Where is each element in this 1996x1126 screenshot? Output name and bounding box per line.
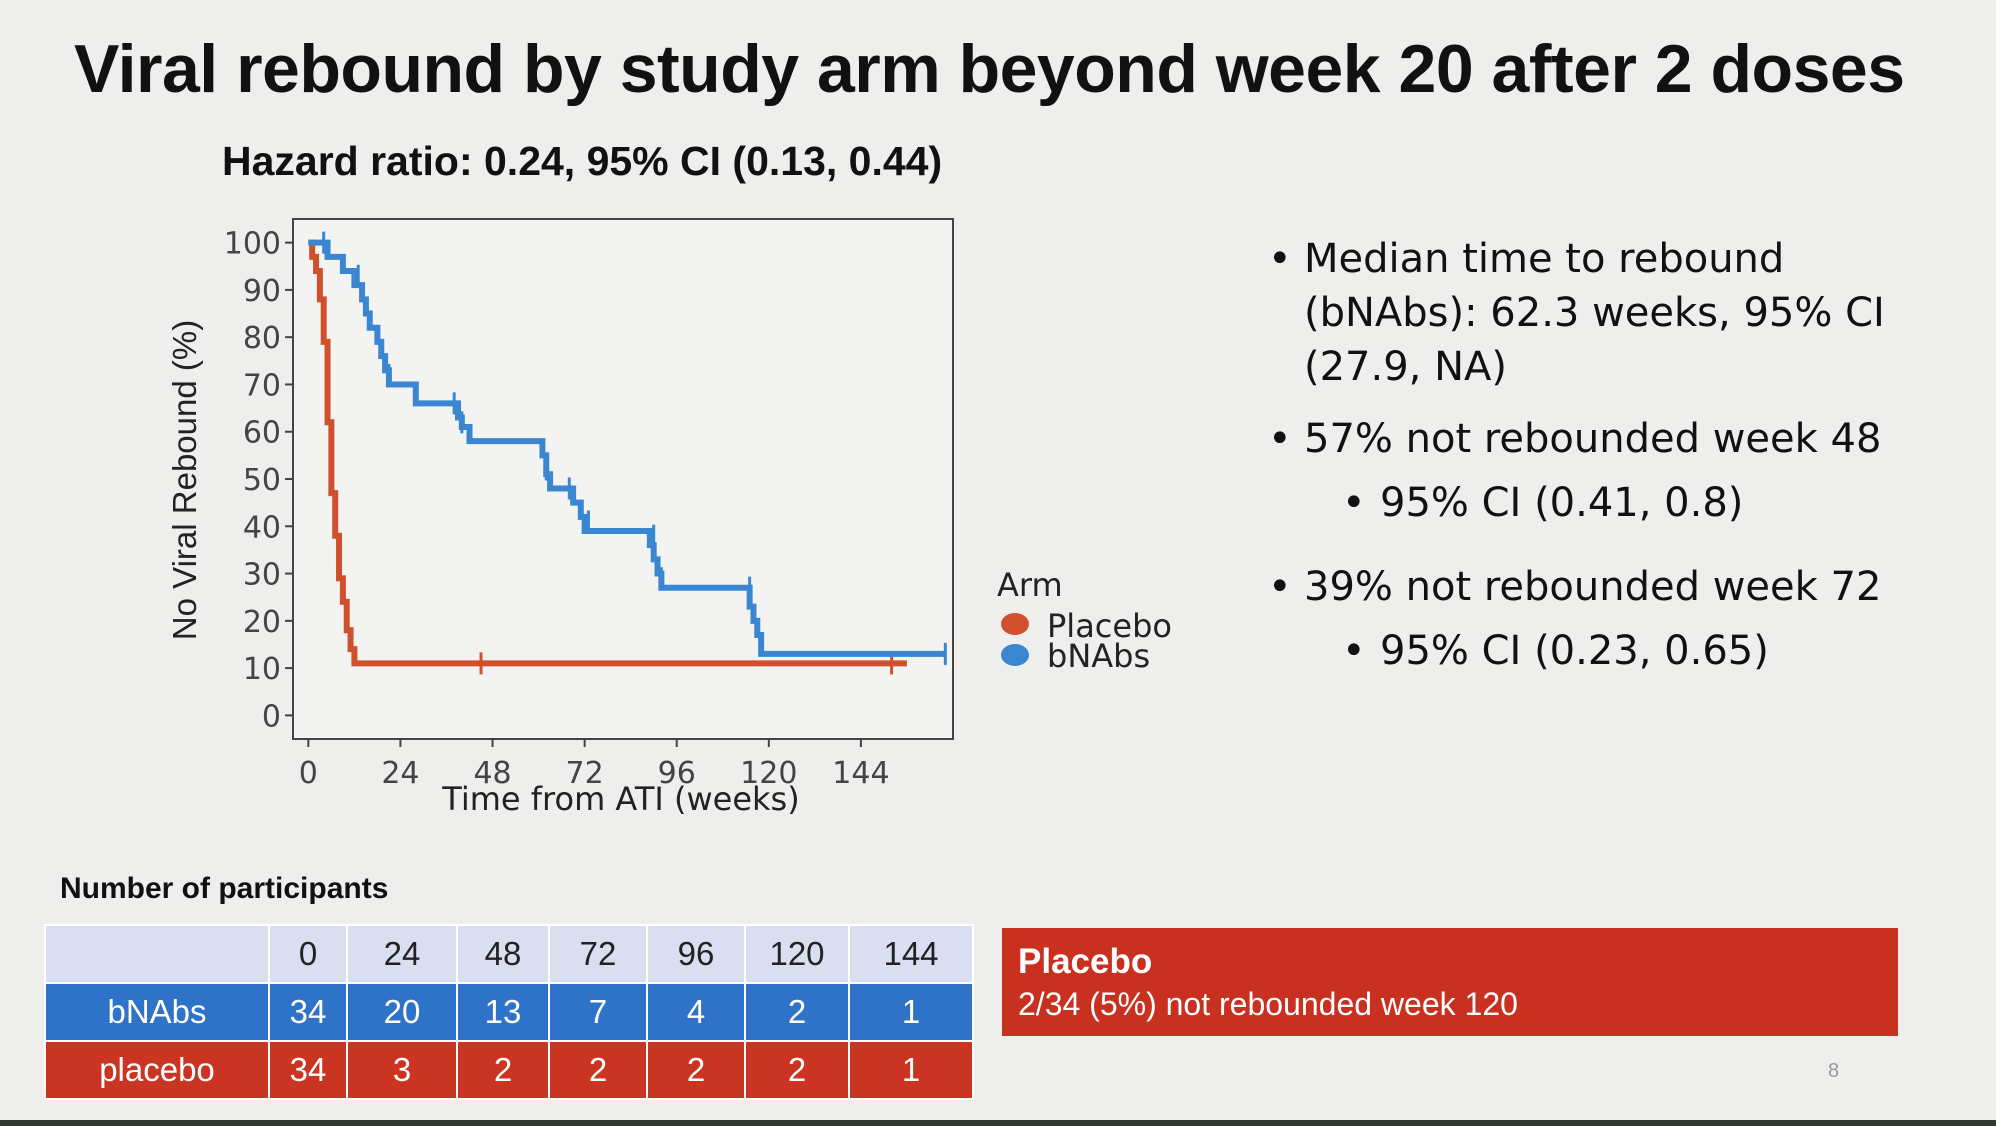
table-cell: 34 — [268, 1040, 348, 1100]
x-tick-label: 48 — [473, 756, 511, 791]
table-cell: 4 — [646, 982, 746, 1042]
table-cell: 1 — [848, 982, 974, 1042]
x-tick-label: 144 — [832, 756, 889, 791]
bullet-week72: 39% not rebounded week 72 — [1262, 560, 1962, 614]
table-cell: 3 — [346, 1040, 458, 1100]
y-tick-label: 40 — [243, 510, 281, 545]
x-tick-label: 72 — [566, 756, 604, 791]
y-tick-label: 90 — [243, 274, 281, 309]
callout-text: 2/34 (5%) not rebounded week 120 — [1018, 986, 1518, 1022]
y-axis-label: No Viral Rebound (%) — [166, 320, 203, 640]
bullet-week48: 57% not rebounded week 48 — [1262, 412, 1962, 466]
page-number: 8 — [1828, 1060, 1840, 1082]
table-header-cell: 72 — [548, 924, 648, 984]
legend-entry-bnabs: bNAbs — [1047, 637, 1150, 675]
table-cell: 2 — [744, 1040, 850, 1100]
legend-title: Arm — [997, 566, 1063, 604]
series-layer — [308, 231, 947, 675]
table-cell: 13 — [456, 982, 550, 1042]
table-cell: 2 — [646, 1040, 746, 1100]
bullet-week48-ci: 95% CI (0.41, 0.8) — [1262, 476, 1962, 530]
bullet-median-time: Median time to rebound (bNAbs): 62.3 wee… — [1262, 232, 1962, 394]
table-cell: 20 — [346, 982, 458, 1042]
y-tick-label: 0 — [262, 699, 281, 734]
table-title: Number of participants — [60, 872, 389, 905]
table-cell: 2 — [548, 1040, 648, 1100]
table-row-bnabs: bNAbs 34 20 13 7 4 2 1 — [44, 982, 974, 1042]
x-tick-label: 0 — [299, 756, 318, 791]
y-tick-label: 50 — [243, 463, 281, 498]
legend: Arm Placebo bNAbs — [997, 566, 1172, 675]
y-tick-label: 80 — [243, 321, 281, 356]
y-tick-label: 70 — [243, 368, 281, 403]
y-tick-label: 30 — [243, 558, 281, 593]
frame-border — [0, 1120, 1996, 1126]
x-tick-label: 24 — [381, 756, 419, 791]
summary-bullets: Median time to rebound (bNAbs): 62.3 wee… — [1262, 232, 1962, 678]
legend-swatch-placebo — [1001, 613, 1029, 635]
table-row-label: placebo — [44, 1040, 270, 1100]
x-axis-label: Time from ATI (weeks) — [441, 780, 799, 818]
table-header-cell: 24 — [346, 924, 458, 984]
y-tick-label: 100 — [224, 227, 281, 262]
participants-table: 0 24 48 72 96 120 144 bNAbs 34 20 13 7 4… — [44, 924, 974, 1100]
y-tick-label: 10 — [243, 652, 281, 687]
legend-swatch-bnabs — [1001, 644, 1029, 666]
table-header-blank — [44, 924, 270, 984]
table-cell: 1 — [848, 1040, 974, 1100]
table-header-row: 0 24 48 72 96 120 144 — [44, 924, 974, 984]
y-tick-label: 20 — [243, 605, 281, 640]
placebo-callout: Placebo 2/34 (5%) not rebounded week 120 — [1002, 928, 1898, 1036]
table-cell: 34 — [268, 982, 348, 1042]
table-cell: 2 — [744, 982, 850, 1042]
table-header-cell: 96 — [646, 924, 746, 984]
legend-entry-placebo: Placebo — [1047, 607, 1172, 645]
table-row-placebo: placebo 34 3 2 2 2 2 1 — [44, 1040, 974, 1100]
table-header-cell: 0 — [268, 924, 348, 984]
chart-subtitle: Hazard ratio: 0.24, 95% CI (0.13, 0.44) — [222, 138, 943, 184]
y-tick-label: 60 — [243, 416, 281, 451]
table-header-cell: 144 — [848, 924, 974, 984]
table-header-cell: 48 — [456, 924, 550, 984]
table-cell: 7 — [548, 982, 648, 1042]
bullet-week72-ci: 95% CI (0.23, 0.65) — [1262, 624, 1962, 678]
table-row-label: bNAbs — [44, 982, 270, 1042]
table-header-cell: 120 — [744, 924, 850, 984]
slide-title: Viral rebound by study arm beyond week 2… — [74, 31, 1905, 107]
series-line-placebo — [308, 239, 907, 667]
x-tick-label: 120 — [740, 756, 797, 791]
table-cell: 2 — [456, 1040, 550, 1100]
x-axis: 0 24 48 72 96 120 144 — [299, 739, 890, 791]
x-tick-label: 96 — [658, 756, 696, 791]
callout-title: Placebo — [1018, 942, 1153, 981]
y-axis: 0 10 20 30 40 50 60 70 80 90 100 — [224, 227, 293, 734]
